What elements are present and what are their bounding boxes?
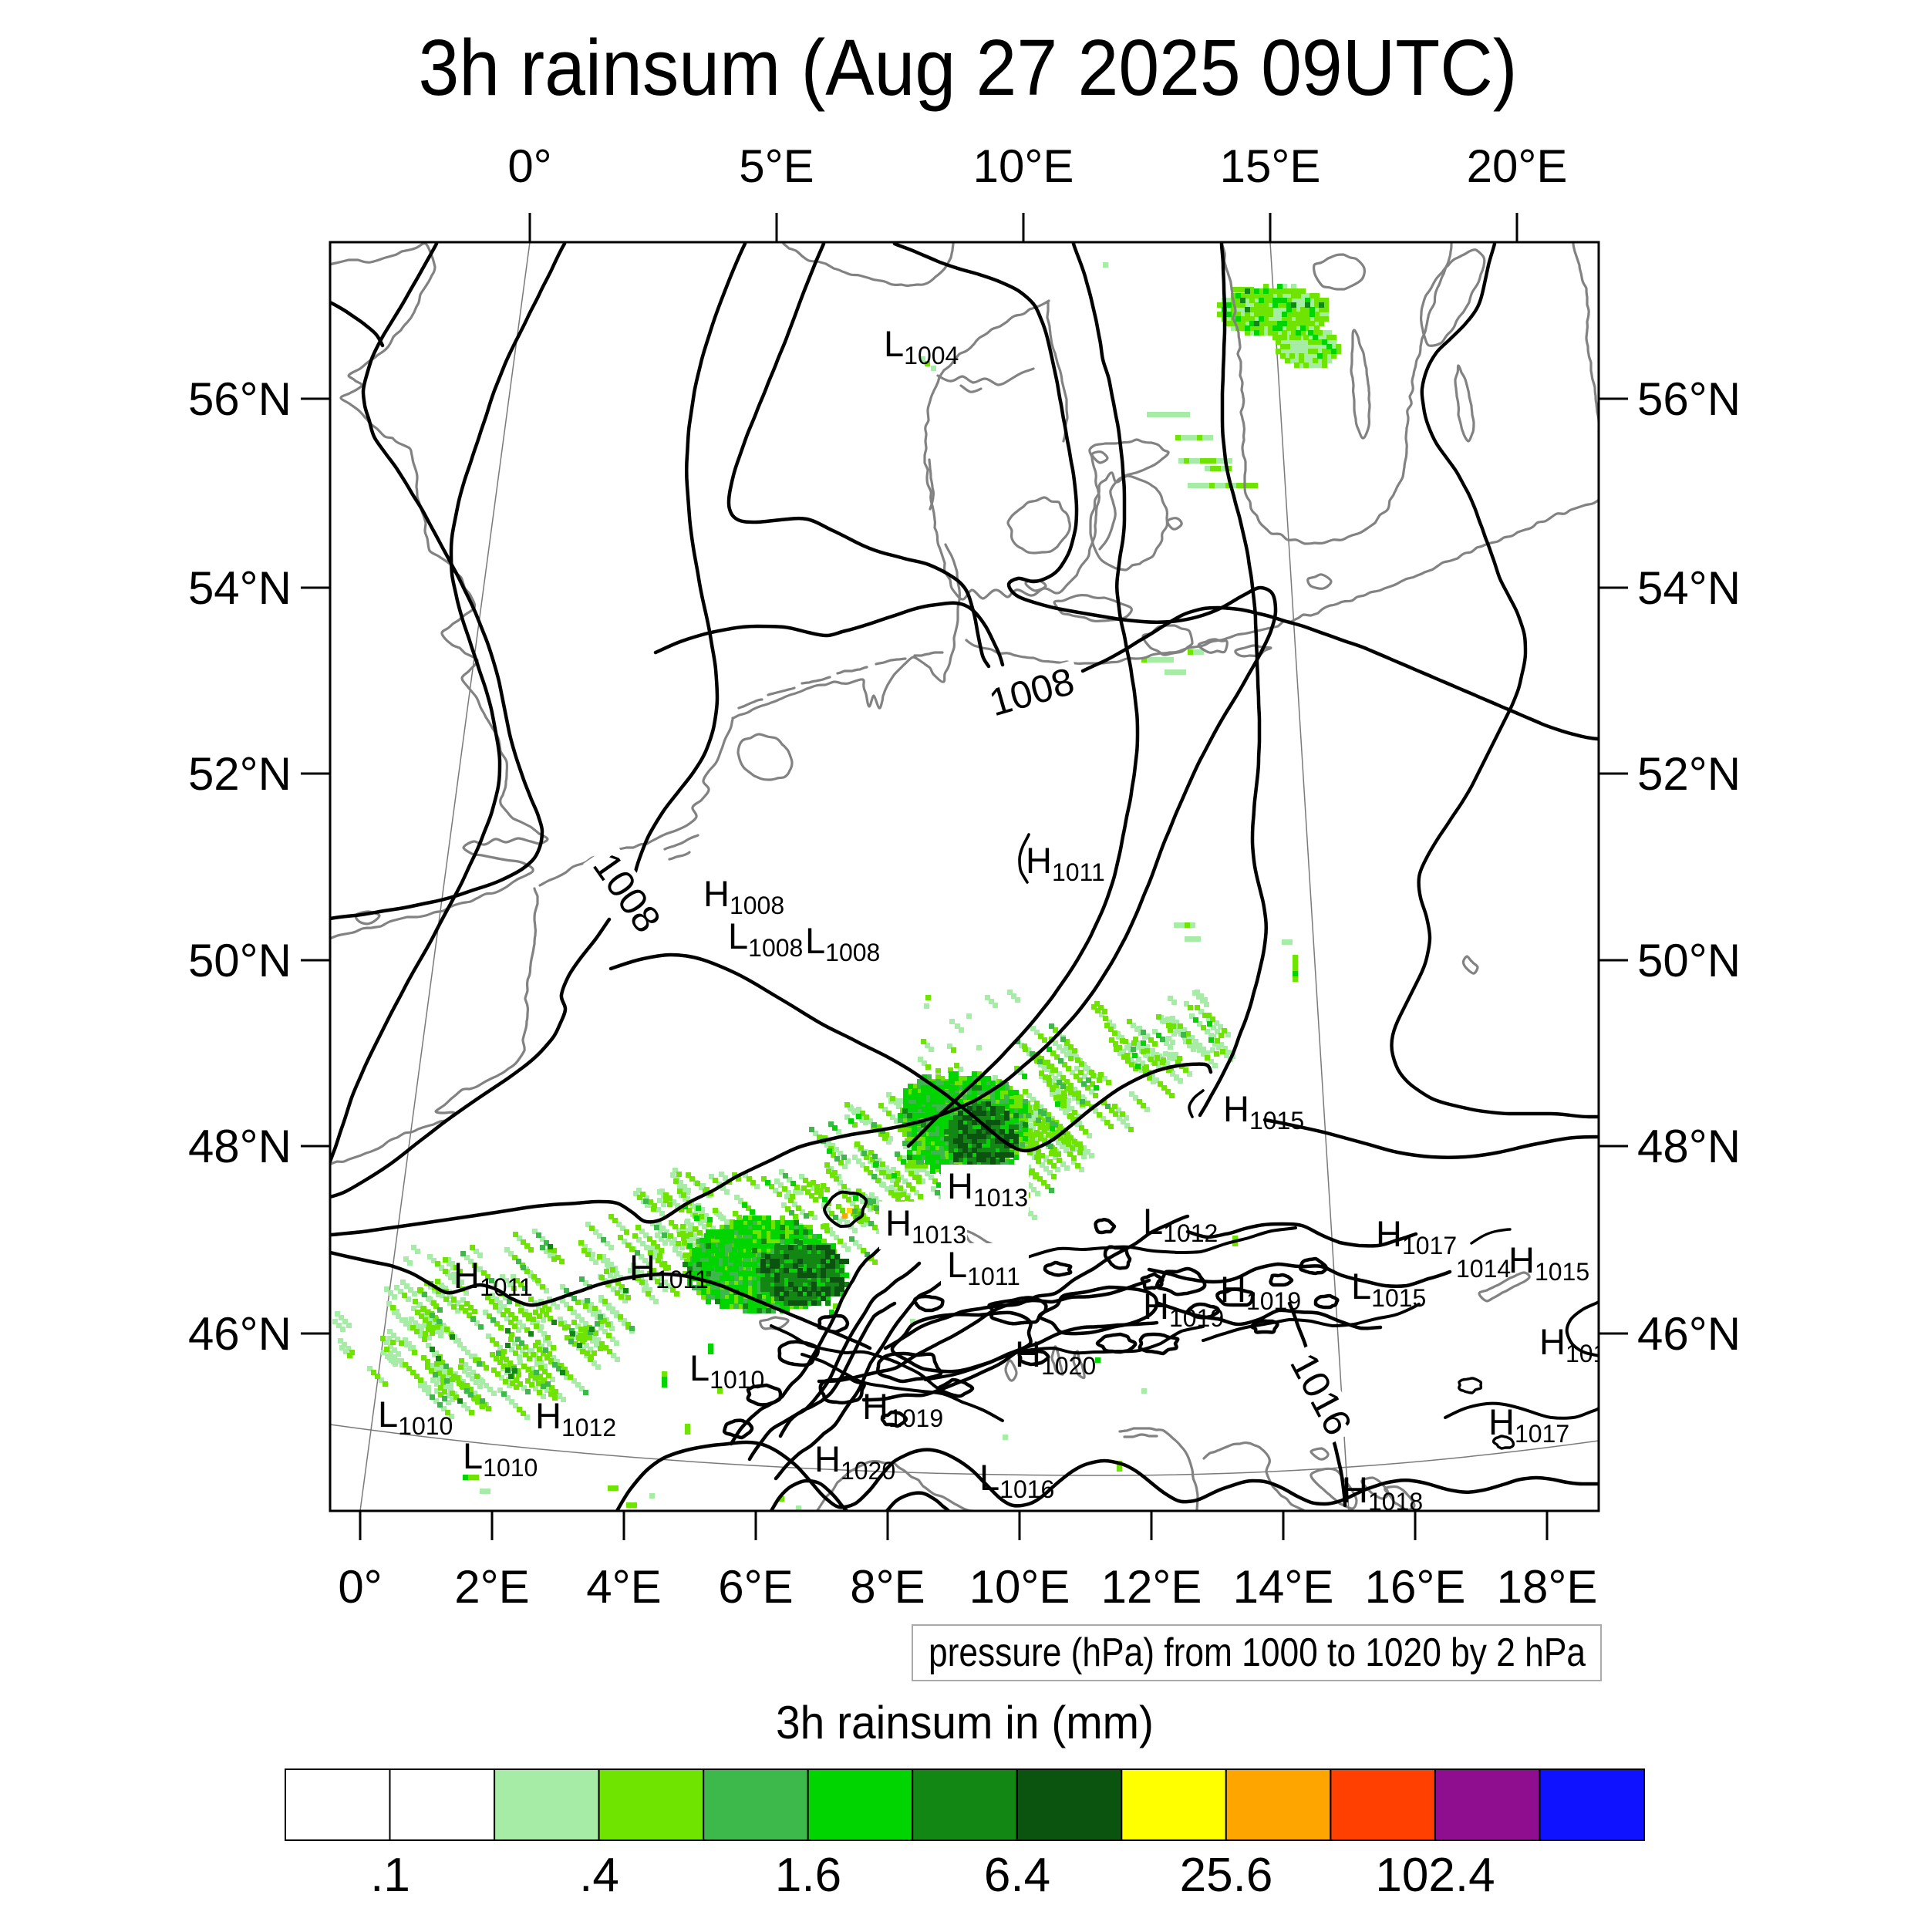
svg-text:10°E: 10°E [969,1561,1070,1613]
svg-text:14°E: 14°E [1233,1561,1334,1613]
svg-text:4°E: 4°E [586,1561,661,1613]
svg-text:H1019: H1019 [1143,1286,1224,1332]
svg-text:3h rainsum in (mm): 3h rainsum in (mm) [776,1697,1154,1748]
svg-text:.1: .1 [370,1849,410,1902]
svg-text:48°N: 48°N [188,1121,292,1172]
svg-text:54°N: 54°N [1637,562,1741,614]
svg-text:56°N: 56°N [188,373,292,425]
svg-text:6°E: 6°E [718,1561,793,1613]
svg-text:0°: 0° [338,1561,382,1613]
svg-text:1014: 1014 [1456,1255,1511,1283]
svg-text:1.6: 1.6 [775,1849,841,1902]
svg-text:15°E: 15°E [1220,140,1321,192]
svg-text:H1017: H1017 [1376,1213,1457,1259]
svg-text:46°N: 46°N [188,1308,292,1360]
svg-text:52°N: 52°N [1637,748,1741,800]
svg-text:50°N: 50°N [188,935,292,986]
svg-text:0°: 0° [507,140,551,192]
svg-text:52°N: 52°N [188,748,292,800]
svg-text:.4: .4 [579,1849,619,1902]
svg-text:16°E: 16°E [1365,1561,1466,1613]
svg-text:L1008: L1008 [805,920,880,966]
svg-text:46°N: 46°N [1637,1308,1741,1360]
svg-text:5°E: 5°E [739,140,814,192]
svg-text:3h rainsum (Aug 27 2025 09UTC): 3h rainsum (Aug 27 2025 09UTC) [419,23,1518,112]
svg-text:18°E: 18°E [1497,1561,1598,1613]
svg-text:2°E: 2°E [454,1561,529,1613]
svg-text:50°N: 50°N [1637,935,1741,986]
svg-text:102.4: 102.4 [1375,1849,1495,1902]
svg-text:6.4: 6.4 [984,1849,1050,1902]
svg-text:pressure (hPa) from 1000 to 10: pressure (hPa) from 1000 to 1020 by 2 hP… [929,1630,1586,1675]
svg-text:25.6: 25.6 [1180,1849,1273,1902]
svg-text:20°E: 20°E [1467,140,1568,192]
svg-text:8°E: 8°E [850,1561,925,1613]
svg-text:54°N: 54°N [188,562,292,614]
svg-text:12°E: 12°E [1101,1561,1202,1613]
svg-text:10°E: 10°E [973,140,1074,192]
svg-text:48°N: 48°N [1637,1121,1741,1172]
svg-text:H1015: H1015 [1223,1088,1304,1135]
svg-text:56°N: 56°N [1637,373,1741,425]
